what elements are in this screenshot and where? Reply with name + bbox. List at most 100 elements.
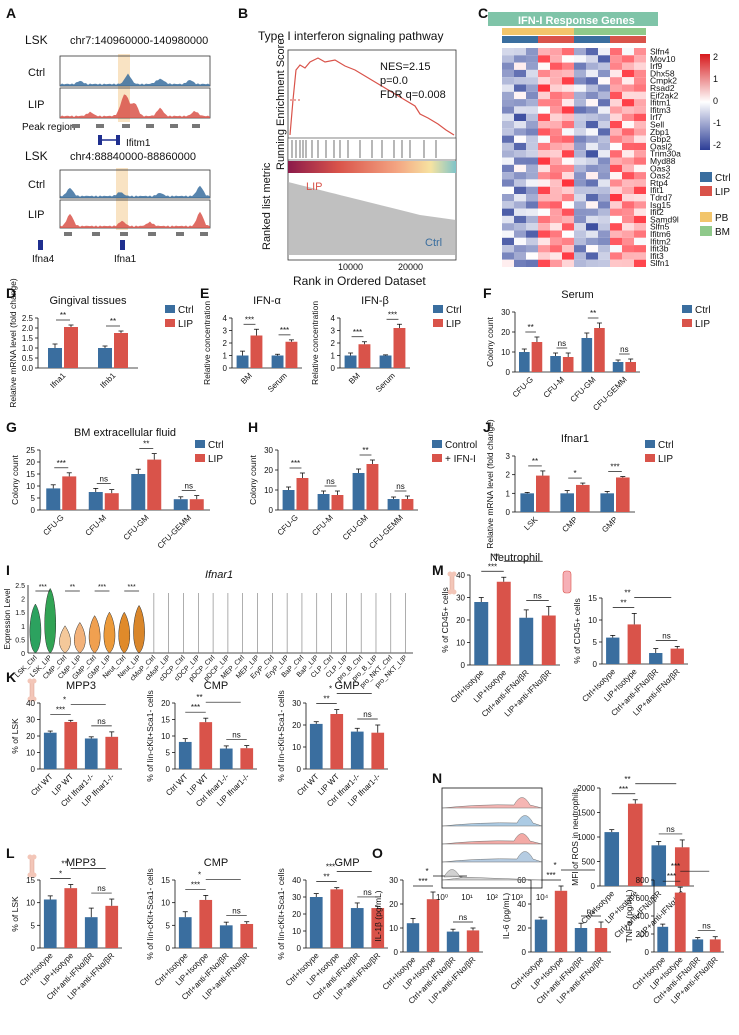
heatmap-cell — [586, 252, 598, 260]
gene-label: Ifitm1 — [650, 98, 671, 108]
sig-label: *** — [488, 562, 497, 571]
panel-letter-E: E — [200, 285, 209, 301]
heatmap-cell — [622, 99, 634, 107]
heatmap-cell — [586, 106, 598, 114]
y-tick-label: 400 — [636, 912, 650, 921]
heatmap-cell — [610, 157, 622, 165]
heatmap-cell — [526, 135, 538, 143]
gsea-ylabel-top: Running Enrichment Score — [275, 39, 287, 170]
gene-label: Slfn4 — [650, 47, 670, 57]
peak-region-bar — [146, 124, 154, 128]
x-tick-label: 10² — [486, 893, 498, 902]
heatmap-cell — [562, 121, 574, 129]
heatmap-cell — [598, 99, 610, 107]
legend-label: LIP — [658, 454, 673, 465]
heatmap-cell — [538, 77, 550, 85]
heatmap-cell — [538, 142, 550, 151]
heatmap-cell — [634, 150, 646, 158]
sig-label: ns — [232, 731, 240, 740]
heatmap-cell — [562, 84, 574, 92]
bar — [594, 928, 608, 952]
heatmap-cell — [586, 150, 598, 158]
heatmap-cell — [538, 113, 550, 121]
bar — [371, 908, 385, 948]
bar — [534, 919, 548, 952]
heatmap-cell — [538, 179, 550, 187]
y-tick-label: 15 — [26, 876, 35, 885]
heatmap-cell — [514, 172, 526, 180]
heatmap-cell — [622, 69, 634, 78]
y-tick-label: 15 — [26, 470, 35, 479]
sig-label: ** — [196, 693, 202, 702]
heatmap-cell — [562, 230, 574, 238]
heatmap-cell — [538, 245, 550, 253]
heatmap-cell — [562, 237, 574, 246]
y-tick-label: 10 — [389, 924, 398, 933]
bone-knob — [451, 571, 457, 577]
legend-swatch — [195, 440, 205, 448]
peak-region-bar — [200, 232, 208, 236]
bar-lip — [358, 344, 371, 368]
peak-region-bar — [96, 124, 104, 128]
y-tick-label: 20 — [292, 910, 301, 919]
heatmap-cell — [562, 99, 574, 107]
bone-knob — [31, 696, 37, 702]
heatmap-cell — [514, 245, 526, 253]
panel-c-heatmap: IFN-I Response GenesSlfn4Mov10Irf9Dhx58C… — [488, 12, 731, 268]
heatmap-cell — [550, 62, 562, 70]
heatmap-cell — [562, 201, 574, 209]
sig-label: *** — [56, 705, 65, 714]
y-tick-label: 5 — [166, 749, 171, 758]
heatmap-cell — [574, 106, 586, 114]
gsea-fdr: FDR q=0.008 — [380, 89, 446, 101]
heatmap-cell — [538, 150, 550, 158]
heatmap-cell — [526, 55, 538, 63]
peak-region-bar — [176, 232, 184, 236]
x-tick-label: CFU-GM — [341, 513, 370, 542]
heatmap-cell — [502, 230, 514, 238]
heatmap-cell — [550, 157, 562, 165]
gene-label-ifitm1: Ifitm1 — [126, 138, 151, 149]
heatmap-cell — [502, 142, 514, 151]
heatmap-cell — [574, 142, 586, 151]
bar — [446, 931, 460, 952]
anno-tissue — [550, 28, 562, 35]
bar — [709, 939, 721, 952]
heatmap-cell — [610, 208, 622, 216]
heatmap-cell — [610, 55, 622, 63]
heatmap-cell — [610, 128, 622, 136]
sig-label: ns — [558, 339, 566, 348]
y-tick-label: 200 — [636, 930, 650, 939]
bone-knob — [447, 571, 453, 577]
y-axis-label: % of LSK — [10, 896, 20, 932]
histogram-curve — [441, 833, 543, 845]
gsea-lip-label: LIP — [306, 181, 323, 193]
legend-label: Ctrl — [658, 440, 674, 451]
heatmap-cell — [622, 237, 634, 246]
histogram-curve — [441, 797, 543, 809]
bar — [496, 581, 511, 665]
chart-title: Gingival tissues — [49, 295, 127, 307]
histogram-curve — [441, 851, 543, 863]
bar-ctrl — [600, 493, 614, 512]
bone-knob — [31, 854, 37, 860]
heatmap-cell — [526, 215, 538, 224]
y-tick-label: 0 — [269, 506, 274, 515]
y-tick-label: 4 — [331, 314, 336, 323]
peak-region-bar — [92, 232, 100, 236]
peak-region-bar — [122, 124, 130, 128]
y-tick-label: 3 — [331, 327, 336, 336]
y-tick-label: 10 — [588, 616, 597, 625]
violin — [118, 611, 131, 654]
y-tick-label: 1.5 — [15, 610, 25, 617]
chart-G: 0 5 10 15 20 25 Colony count BM extracellular f… — [10, 427, 224, 551]
anno-group — [574, 36, 586, 43]
heatmap-cell — [538, 48, 550, 56]
heatmap-cell — [634, 135, 646, 143]
y-axis-label: IL-6 (pg/mL) — [501, 893, 511, 939]
heatmap-cell — [598, 164, 610, 173]
sig-label: ** — [323, 695, 329, 704]
heatmap-cell — [526, 201, 538, 209]
